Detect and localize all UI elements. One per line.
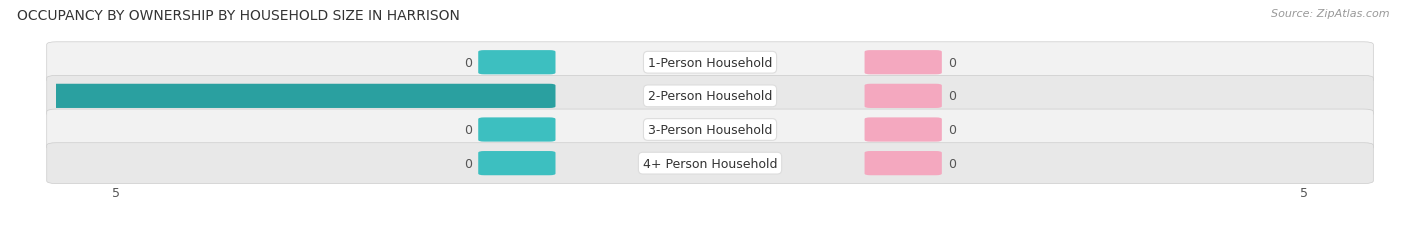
Text: OCCUPANCY BY OWNERSHIP BY HOUSEHOLD SIZE IN HARRISON: OCCUPANCY BY OWNERSHIP BY HOUSEHOLD SIZE… xyxy=(17,9,460,23)
FancyBboxPatch shape xyxy=(478,118,555,142)
FancyBboxPatch shape xyxy=(478,51,555,75)
FancyBboxPatch shape xyxy=(46,76,1374,117)
FancyBboxPatch shape xyxy=(51,84,555,109)
FancyBboxPatch shape xyxy=(865,84,942,109)
Text: Source: ZipAtlas.com: Source: ZipAtlas.com xyxy=(1271,9,1389,19)
FancyBboxPatch shape xyxy=(865,51,942,75)
FancyBboxPatch shape xyxy=(865,118,942,142)
FancyBboxPatch shape xyxy=(46,143,1374,184)
FancyBboxPatch shape xyxy=(46,109,1374,150)
Text: 0: 0 xyxy=(948,90,956,103)
Text: 0: 0 xyxy=(948,157,956,170)
Text: 1-Person Household: 1-Person Household xyxy=(648,56,772,70)
FancyBboxPatch shape xyxy=(865,151,942,176)
FancyBboxPatch shape xyxy=(478,151,555,176)
Text: 5: 5 xyxy=(35,90,45,103)
Text: 3-Person Household: 3-Person Household xyxy=(648,123,772,137)
Text: 0: 0 xyxy=(464,56,472,70)
Text: 0: 0 xyxy=(464,123,472,137)
Text: 2-Person Household: 2-Person Household xyxy=(648,90,772,103)
Text: 4+ Person Household: 4+ Person Household xyxy=(643,157,778,170)
Text: 0: 0 xyxy=(948,123,956,137)
Text: 0: 0 xyxy=(464,157,472,170)
FancyBboxPatch shape xyxy=(46,43,1374,83)
Text: 0: 0 xyxy=(948,56,956,70)
